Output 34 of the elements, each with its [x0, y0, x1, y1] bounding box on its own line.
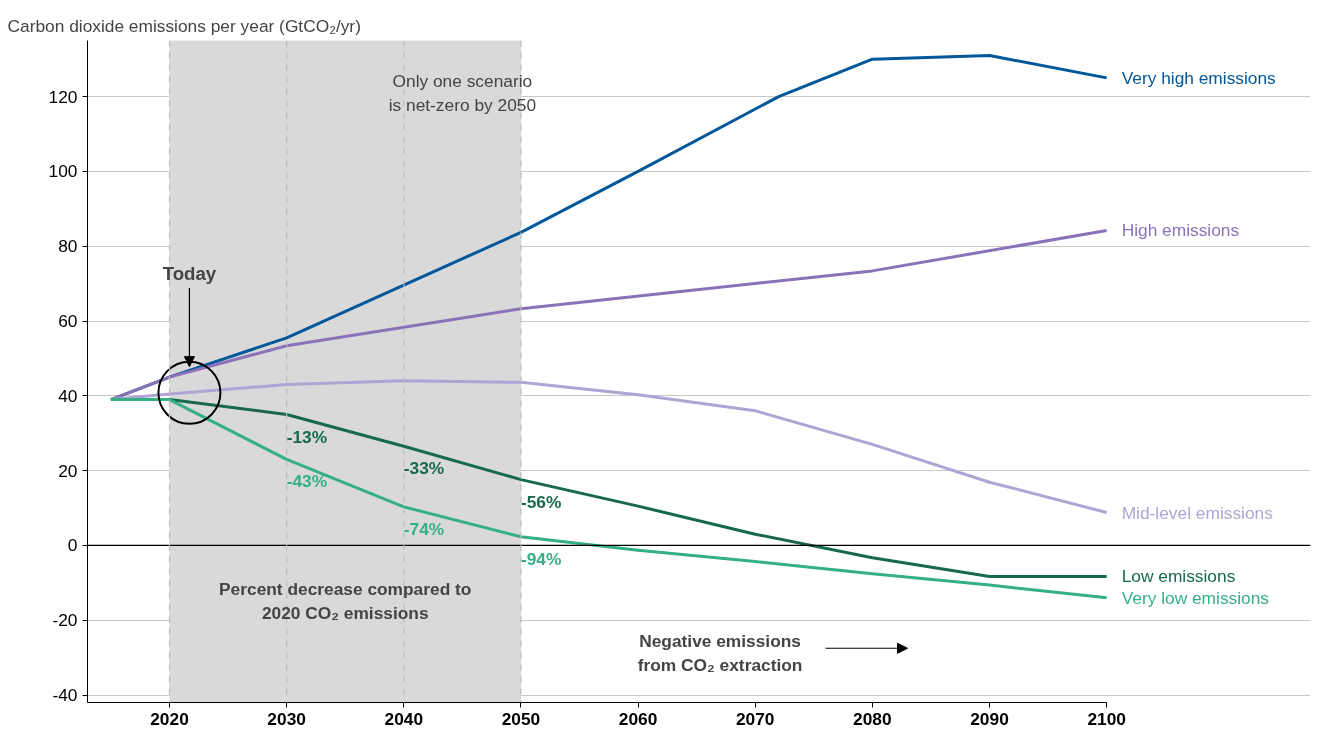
x-tick-label: 2020	[150, 708, 189, 729]
annotation: -13%	[286, 426, 328, 447]
y-tick-label: -20	[52, 610, 78, 631]
y-tick-label: 100	[48, 161, 78, 182]
annotation: -56%	[520, 491, 562, 512]
x-tick-label: 2090	[970, 708, 1009, 729]
annotation: Percent decrease compared to 2020 CO₂ emissions	[219, 579, 472, 624]
annotation: Negative emissions from CO₂ extraction	[637, 631, 803, 676]
series-label: Mid-level emissions	[1121, 502, 1274, 523]
y-tick-label: 0	[67, 535, 78, 556]
y-tick-label: 120	[48, 86, 78, 107]
annotation: -43%	[286, 471, 328, 492]
x-tick-label: 2070	[735, 708, 775, 729]
series-label: Low emissions	[1121, 566, 1236, 587]
annotation: Only one scenario is net-zero by 2050	[388, 70, 537, 115]
y-tick-label: 20	[58, 460, 78, 481]
y-tick-label: 40	[58, 385, 78, 406]
y-tick-label: 80	[58, 236, 78, 257]
y-tick-label: 60	[58, 311, 78, 332]
x-tick-label: 2030	[267, 708, 306, 729]
annotation: -74%	[403, 518, 445, 539]
annotation: Today	[162, 263, 217, 285]
x-tick-label: 2050	[501, 708, 541, 729]
y-axis-title: Carbon dioxide emissions per year (GtCO₂/yr)	[7, 15, 361, 36]
series-label: Very high emissions	[1121, 67, 1277, 88]
series-label: Very low emissions	[1121, 587, 1270, 608]
x-tick-label: 2100	[1087, 708, 1126, 729]
annotation: -33%	[403, 458, 445, 479]
annotation: -94%	[520, 548, 562, 569]
x-tick-label: 2080	[853, 708, 892, 729]
x-tick-label: 2040	[384, 708, 424, 729]
series-label: High emissions	[1121, 220, 1240, 241]
y-tick-label: -40	[52, 685, 78, 706]
x-tick-label: 2060	[618, 708, 658, 729]
